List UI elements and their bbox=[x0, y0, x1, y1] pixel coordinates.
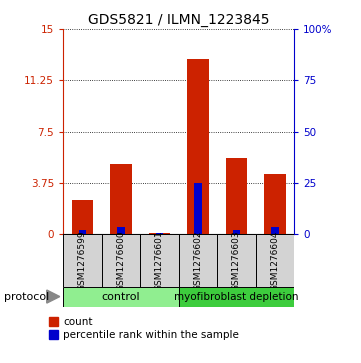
Text: control: control bbox=[102, 292, 140, 302]
Text: protocol: protocol bbox=[4, 292, 49, 302]
Bar bbox=[226, 158, 247, 234]
Bar bbox=[187, 59, 209, 234]
Bar bbox=[233, 230, 240, 234]
Polygon shape bbox=[47, 290, 60, 303]
Text: GSM1276600: GSM1276600 bbox=[117, 230, 125, 291]
Text: GSM1276602: GSM1276602 bbox=[193, 230, 203, 291]
Bar bbox=[194, 183, 202, 234]
Bar bbox=[264, 174, 286, 234]
Bar bbox=[110, 164, 131, 234]
Text: GSM1276603: GSM1276603 bbox=[232, 230, 241, 291]
Bar bbox=[271, 227, 279, 234]
Bar bbox=[72, 200, 93, 234]
Bar bbox=[63, 287, 179, 307]
Bar bbox=[256, 234, 294, 287]
Title: GDS5821 / ILMN_1223845: GDS5821 / ILMN_1223845 bbox=[88, 13, 269, 26]
Bar bbox=[179, 287, 294, 307]
Bar bbox=[179, 234, 217, 287]
Bar bbox=[140, 234, 179, 287]
Bar bbox=[217, 234, 256, 287]
Text: GSM1276601: GSM1276601 bbox=[155, 230, 164, 291]
Bar bbox=[102, 234, 140, 287]
Bar bbox=[79, 230, 86, 234]
Bar bbox=[63, 234, 102, 287]
Text: GSM1276599: GSM1276599 bbox=[78, 230, 87, 291]
Legend: count, percentile rank within the sample: count, percentile rank within the sample bbox=[48, 317, 239, 340]
Bar bbox=[156, 233, 163, 234]
Bar bbox=[117, 227, 125, 234]
Text: GSM1276604: GSM1276604 bbox=[270, 230, 279, 291]
Bar bbox=[149, 233, 170, 234]
Text: myofibroblast depletion: myofibroblast depletion bbox=[174, 292, 299, 302]
